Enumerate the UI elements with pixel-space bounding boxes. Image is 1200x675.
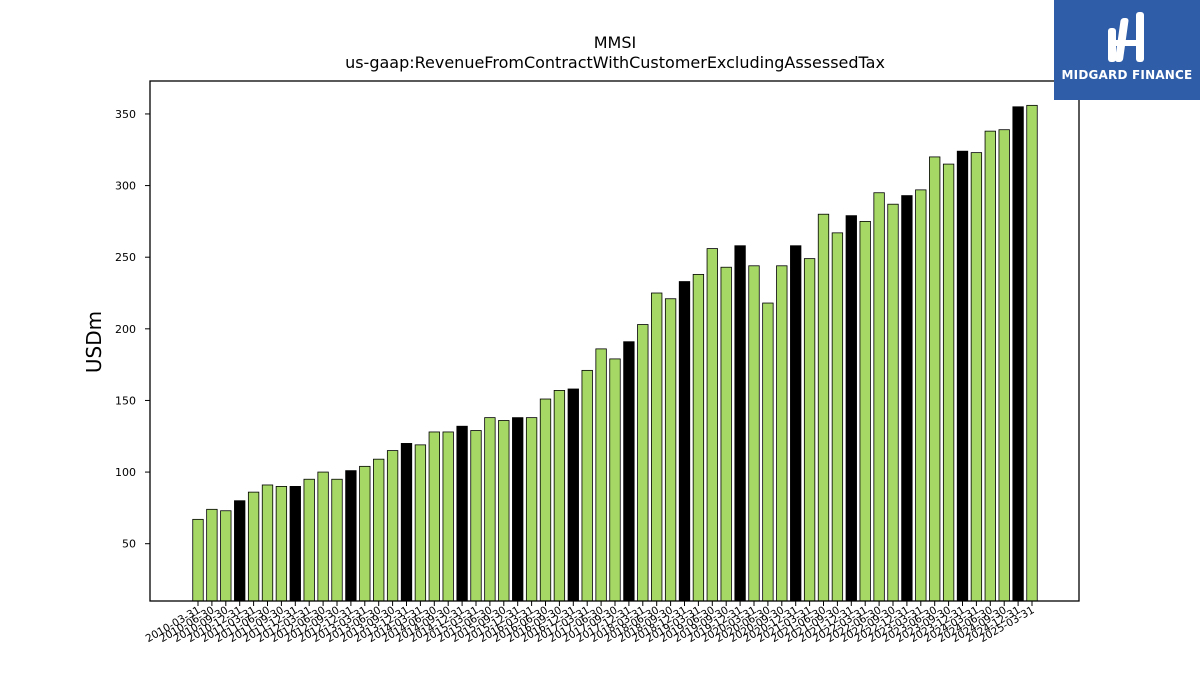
bar-2014-09-30 — [442, 431, 454, 602]
bar-2018-12-31 — [678, 281, 691, 602]
bar-2022-06-30 — [873, 192, 885, 602]
bar-2025-03-31 — [1026, 104, 1038, 602]
bar-2019-06-30 — [706, 248, 718, 602]
bar-2014-12-31 — [456, 425, 468, 602]
bar-2021-09-30 — [831, 232, 844, 602]
bar-2011-09-30 — [275, 485, 288, 602]
bar-2012-09-30 — [331, 478, 343, 602]
bar-2016-06-30 — [539, 398, 552, 602]
logo-text: MIDGARD FINANCE — [1061, 68, 1193, 82]
bar-2015-12-31 — [512, 417, 524, 602]
bar-2020-03-31 — [748, 265, 760, 602]
y-tick-label: 300 — [115, 180, 136, 193]
bars-group — [192, 104, 1038, 602]
bar-2017-09-30 — [609, 358, 621, 602]
bar-2015-09-30 — [498, 420, 510, 602]
bar-2017-12-31 — [623, 341, 635, 602]
bar-2012-06-30 — [317, 471, 329, 602]
bar-2024-03-31 — [970, 152, 983, 602]
bar-2016-12-31 — [567, 388, 579, 602]
bar-2015-03-31 — [470, 430, 482, 602]
bar-2017-06-30 — [595, 348, 607, 602]
bar-2023-09-30 — [942, 163, 955, 602]
bar-2014-06-30 — [428, 431, 440, 602]
bar-2013-06-30 — [373, 458, 385, 602]
bar-2011-03-31 — [247, 491, 260, 602]
bar-2020-09-30 — [776, 265, 788, 602]
x-axis-ticks: 2010-03-312010-06-302010-09-302010-12-31… — [144, 601, 1037, 645]
bar-2013-09-30 — [386, 450, 399, 602]
bar-2016-03-31 — [525, 417, 538, 602]
y-tick-label: 150 — [115, 394, 136, 407]
y-tick-label: 200 — [115, 323, 136, 336]
bar-2011-06-30 — [261, 484, 274, 602]
bar-2014-03-31 — [414, 444, 427, 602]
bar-2010-06-30 — [206, 508, 218, 602]
y-tick-label: 50 — [122, 538, 136, 551]
bar-2011-12-31 — [289, 485, 301, 602]
y-axis-ticks: 50 100 150 200 250 300 350 — [115, 108, 150, 551]
bar-2012-03-31 — [303, 478, 315, 602]
bar-2021-06-30 — [817, 213, 830, 602]
bar-2016-09-30 — [553, 390, 566, 602]
bar-2018-03-31 — [637, 324, 649, 602]
bar-2019-12-31 — [734, 245, 746, 602]
bar-2017-03-31 — [581, 369, 593, 602]
bar-2012-12-31 — [345, 470, 357, 602]
bar-2024-09-30 — [998, 129, 1010, 602]
bar-2023-06-30 — [929, 156, 941, 602]
bar-2013-03-31 — [359, 465, 371, 602]
chart-title: MMSI — [594, 33, 636, 52]
bar-2022-09-30 — [887, 203, 899, 602]
bar-2022-12-31 — [901, 195, 913, 602]
bar-2023-12-31 — [956, 150, 969, 602]
bar-2023-03-31 — [915, 189, 927, 602]
bar-2018-09-30 — [664, 298, 677, 602]
y-tick-label: 100 — [115, 466, 136, 479]
bar-2022-03-31 — [859, 220, 871, 602]
bar-2021-12-31 — [845, 215, 857, 602]
y-tick-label: 250 — [115, 251, 136, 264]
bar-2024-12-31 — [1012, 106, 1024, 602]
bar-2020-12-31 — [790, 245, 802, 602]
bar-2020-06-30 — [762, 302, 774, 602]
midgard-finance-logo: MIDGARD FINANCE — [1054, 0, 1200, 100]
bar-2013-12-31 — [400, 443, 413, 602]
y-axis-label: USDm — [82, 311, 106, 373]
plot-frame — [149, 80, 1080, 602]
bar-2021-03-31 — [803, 258, 816, 602]
bar-2024-06-30 — [984, 130, 996, 602]
bar-2019-03-31 — [692, 273, 705, 602]
bar-2019-09-30 — [720, 266, 732, 602]
midgard-logo-icon — [1108, 12, 1144, 62]
bar-2010-12-31 — [234, 500, 246, 602]
bar-2015-06-30 — [484, 417, 496, 602]
bar-2018-06-30 — [651, 292, 663, 602]
y-tick-label: 350 — [115, 108, 136, 121]
chart-subtitle: us-gaap:RevenueFromContractWithCustomerE… — [345, 53, 885, 72]
bar-2010-03-31 — [192, 518, 204, 602]
bar-2010-09-30 — [220, 510, 232, 602]
